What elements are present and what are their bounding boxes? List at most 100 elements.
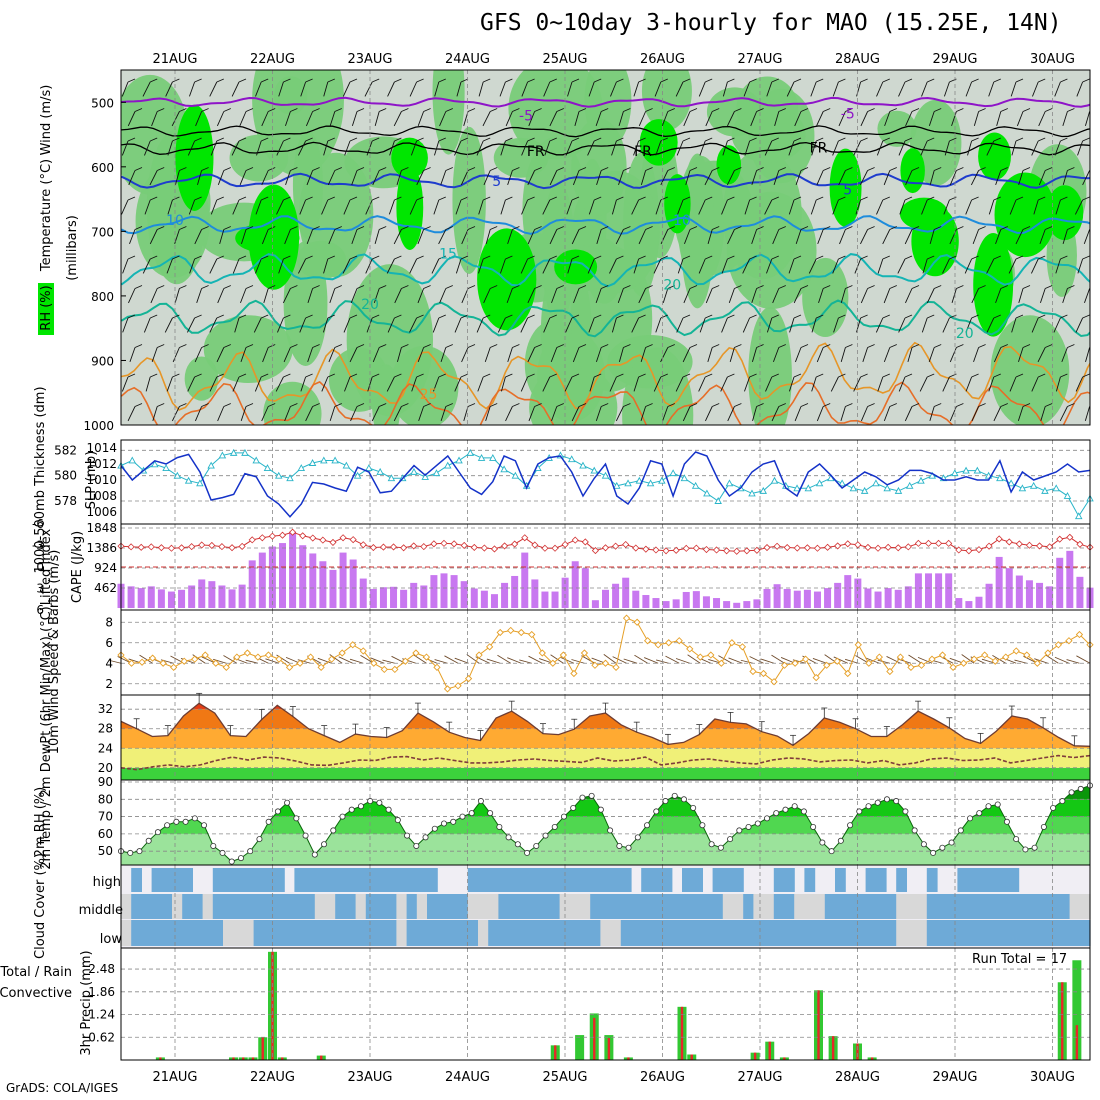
thickness-point — [241, 448, 249, 456]
rh2m-point — [376, 799, 383, 806]
wind-barb — [179, 344, 187, 348]
cape-bar — [127, 586, 135, 608]
lifted-index-point — [622, 540, 630, 549]
rh2m-point — [505, 834, 512, 841]
wind-barb — [588, 199, 595, 215]
cape-bar — [228, 589, 236, 608]
wind-barb — [482, 111, 491, 127]
lifted-index-point — [400, 544, 408, 552]
wind-barb — [232, 199, 240, 215]
lifted-index-point — [470, 543, 478, 551]
wind-barb — [742, 258, 751, 274]
cloud-cell-high — [386, 868, 397, 892]
li-tick-label: -3 — [32, 539, 44, 553]
wind-speed-point — [201, 651, 209, 659]
cape-bar — [692, 591, 700, 608]
thickness-point — [421, 472, 429, 480]
wind-barb — [705, 111, 713, 127]
rh2m-point — [653, 808, 660, 815]
thickness-point — [860, 486, 869, 494]
cloud-cell-clear — [223, 920, 234, 946]
wind-barb — [786, 81, 795, 97]
wind-barb — [816, 314, 824, 319]
cape-bar — [561, 577, 569, 608]
cloud-cell-low — [212, 920, 224, 946]
thickness-point — [320, 456, 328, 464]
thickness-point — [274, 471, 283, 479]
wind-barb — [277, 317, 284, 333]
wind-barb — [675, 376, 684, 392]
wind-barb — [1018, 288, 1024, 304]
wind-barb — [734, 108, 742, 112]
cloud-cell-low — [947, 920, 958, 946]
wind-barb — [721, 317, 728, 333]
wind-barb — [926, 288, 935, 304]
wind-barb — [223, 167, 231, 171]
lifted-index-point — [591, 547, 599, 555]
slp-tick-label: 1010 — [86, 473, 117, 487]
wind-speed-point — [580, 649, 589, 657]
precip-convective-bar — [607, 1038, 611, 1060]
cape-tick-label: 924 — [94, 561, 117, 575]
cloud-cell-low — [977, 920, 989, 946]
cloud-cell-clear — [202, 894, 214, 919]
cloud-cell-middle — [967, 894, 979, 919]
lifted-index-point — [268, 532, 276, 540]
wind-barb — [321, 376, 329, 392]
wind-barb — [616, 255, 624, 260]
cloud-cell-high — [396, 868, 408, 892]
isotherm-label: 5 — [843, 183, 852, 199]
cloud-cell-clear — [916, 894, 928, 919]
cape-bar — [470, 588, 478, 608]
wind-barb — [417, 229, 425, 245]
wind-barb — [334, 285, 342, 289]
rh2m-point — [210, 842, 217, 849]
wind-barb — [455, 199, 462, 215]
cloud-cell-low — [631, 920, 642, 946]
wind-barb — [800, 108, 809, 112]
cape-bar — [945, 573, 953, 608]
wind-barb — [615, 406, 624, 422]
rh-bright-blob — [829, 148, 862, 227]
lifted-index-point — [733, 547, 741, 555]
lifted-index-point — [480, 544, 488, 552]
cape-bar — [1036, 582, 1044, 608]
wind-barb — [556, 344, 564, 348]
date-label-top: 23AUG — [347, 52, 392, 67]
wind-barb — [698, 376, 706, 392]
cloud-cell-high — [467, 868, 479, 892]
wind-barb — [623, 344, 631, 348]
wind-barb — [934, 285, 942, 289]
wind-speed-point — [370, 659, 378, 667]
wind-barb — [728, 288, 735, 304]
cloud-cell-high — [304, 868, 316, 892]
rh2m-point — [431, 825, 438, 832]
wind-barb — [379, 108, 387, 112]
thickness-point — [297, 464, 306, 472]
cape-bar — [137, 588, 145, 608]
lifted-index-point — [490, 545, 499, 553]
wind-barb — [201, 108, 209, 112]
wind-barb — [167, 140, 173, 156]
grads-credit: GrADS: COLA/IGES — [6, 1081, 119, 1095]
pressure-tick-label: 700 — [91, 225, 114, 239]
thickness-point — [173, 471, 182, 479]
wind-barb — [490, 285, 498, 289]
wind-barb — [157, 403, 165, 407]
wind-speed-point — [159, 659, 167, 667]
wind-barb — [860, 78, 868, 83]
wind-barb — [284, 406, 291, 422]
cape-bar — [319, 561, 327, 608]
wind-barb — [811, 317, 817, 333]
wind-barb — [927, 137, 935, 142]
precip-convective-bar — [1075, 1025, 1079, 1060]
cloud-cell-high — [253, 868, 265, 892]
wind-barb — [964, 258, 973, 274]
cape-bar — [279, 543, 286, 608]
wind-barb — [956, 167, 964, 171]
wind-barb — [934, 403, 942, 407]
wind-barb — [838, 137, 846, 142]
wind-barb — [238, 314, 247, 319]
rh-axis-label: RH (%) — [39, 285, 54, 330]
wind-barb — [1075, 317, 1084, 333]
